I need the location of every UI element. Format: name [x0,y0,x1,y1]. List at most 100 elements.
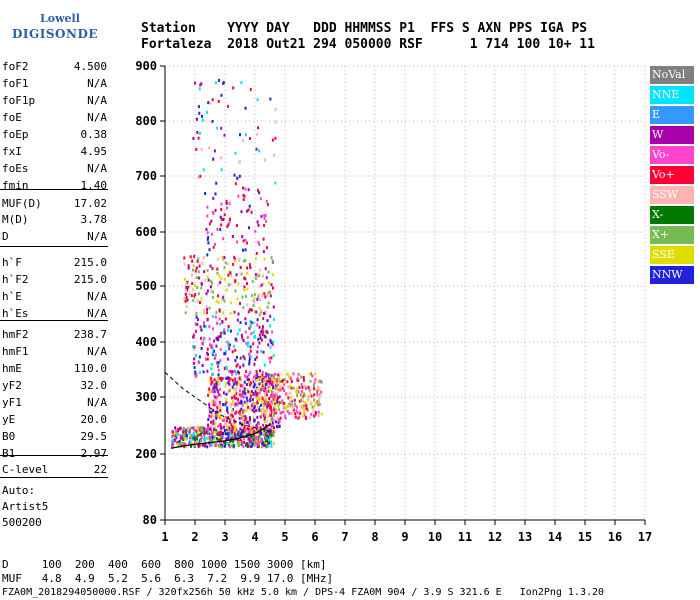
echo-point [207,241,210,245]
echo-point [260,309,263,313]
echo-point [283,401,286,405]
echo-point [267,385,270,389]
echo-point [269,406,272,410]
echo-point [227,328,229,332]
echo-point [287,385,290,389]
echo-point [206,205,209,209]
echo-point [239,266,242,269]
echo-point [220,126,223,130]
echo-point [249,421,252,425]
echo-point [256,373,259,377]
echo-point [242,306,245,310]
echo-point [282,410,285,414]
param-name: foF1 [2,77,29,90]
echo-point [260,409,263,413]
echo-point [218,376,221,380]
echo-point [248,378,251,382]
echo-point [317,403,320,407]
echo-point [257,188,259,192]
echo-point [256,133,259,136]
echo-point [192,436,195,440]
echo-point [212,157,215,161]
echo-point [278,383,281,387]
echo-point [262,330,265,334]
echo-point [207,278,210,282]
echo-point [240,394,243,398]
echo-point [206,369,209,373]
echo-point [185,305,188,309]
echo-point [232,424,235,428]
echo-point [211,432,214,436]
echo-point [237,392,239,396]
echo-point [239,409,242,413]
echo-point [259,397,262,401]
echo-point [238,257,241,261]
echo-point [206,289,209,293]
echo-point [238,389,241,393]
echo-point [269,440,272,444]
echo-point [197,105,200,109]
echo-point [262,432,265,436]
echo-point [253,428,256,432]
echo-point [228,379,231,383]
echo-point [263,430,266,434]
echo-point [214,242,216,246]
echo-point [241,336,244,340]
echo-point [243,357,246,361]
echo-point [269,379,272,383]
echo-point [235,386,238,390]
echo-point [243,421,246,425]
echo-point [261,294,264,298]
param-separator [0,320,108,321]
echo-point [240,333,243,337]
echo-point [214,396,217,399]
echo-point [230,413,233,417]
echo-point [228,420,231,424]
param-value: N/A [87,94,107,107]
param-value: 238.7 [73,328,107,341]
echo-point [252,304,255,307]
echo-point [308,388,311,392]
echo-point [236,370,239,374]
echo-point [266,246,268,250]
echo-point [211,390,214,394]
echo-point [210,382,213,386]
echo-point [190,426,193,430]
echo-point [270,408,273,412]
echo-point [187,285,190,289]
echo-point [253,300,256,304]
echo-point [274,181,277,185]
echo-point [221,377,224,381]
echo-point [232,344,235,348]
echo-point [242,395,245,399]
echo-point [232,436,235,439]
echo-point [265,329,268,333]
echo-point [226,206,228,210]
echo-point [218,308,221,312]
echo-point [240,81,243,85]
echo-point [198,87,201,91]
echo-point [259,381,262,385]
echo-point [195,329,197,333]
echo-point [219,227,222,231]
echo-point [274,107,277,111]
echo-point [255,273,258,277]
echo-point [258,297,261,301]
echo-point [223,366,226,370]
echo-point [253,443,256,447]
echo-point [210,219,213,223]
echo-point [277,404,280,408]
echo-point [302,400,304,403]
echo-point [303,393,306,397]
echo-point [197,257,200,261]
echo-point [300,404,303,408]
echo-point [267,281,270,285]
echo-point [194,374,197,378]
echo-point [225,437,228,441]
echo-point [224,422,227,426]
echo-point [234,359,237,363]
echo-point [220,378,223,382]
param-name: foE [2,111,22,124]
echo-point [257,295,260,299]
echo-point [185,282,188,286]
